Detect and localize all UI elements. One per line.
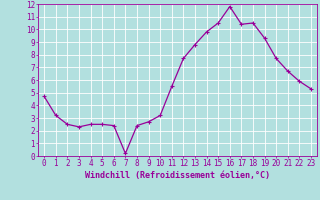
X-axis label: Windchill (Refroidissement éolien,°C): Windchill (Refroidissement éolien,°C) — [85, 171, 270, 180]
